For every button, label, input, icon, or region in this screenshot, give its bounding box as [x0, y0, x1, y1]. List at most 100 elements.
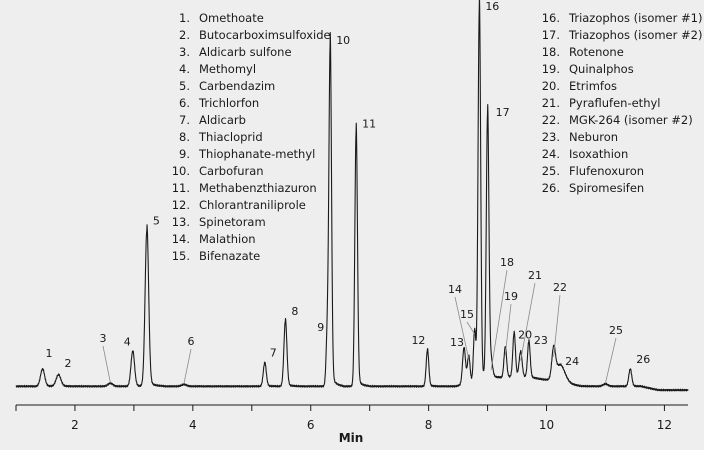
peak-label: 26 — [636, 353, 650, 366]
legend-compound-name: Methabenzthiazuron — [199, 181, 317, 195]
peak-leader-line — [466, 321, 475, 335]
legend-compound-name: Methomyl — [199, 62, 257, 76]
peak-label: 8 — [291, 305, 298, 318]
peak-label: 25 — [609, 324, 623, 337]
peak-label: 13 — [450, 336, 464, 349]
peak-label: 22 — [553, 281, 567, 294]
legend-entry: 7. Aldicarb — [166, 112, 331, 129]
peak-label: 5 — [153, 215, 160, 228]
legend-number: 22. — [541, 113, 560, 127]
legend-number: 12. — [171, 198, 190, 212]
legend-left: 1. Omethoate 2. Butocarboximsulfoxide 3. Aldi… — [166, 10, 331, 265]
legend-entry: 8. Thiacloprid — [166, 129, 331, 146]
legend-number: 18. — [541, 45, 560, 59]
peak-label: 9 — [317, 321, 324, 334]
peak-label: 17 — [496, 106, 510, 119]
legend-entry: 1. Omethoate — [166, 10, 331, 27]
legend-entry: 21. Pyraflufen-ethyl — [536, 95, 702, 112]
legend-entry: 5. Carbendazim — [166, 78, 331, 95]
x-tick-label: 2 — [71, 418, 79, 432]
legend-compound-name: Carbofuran — [199, 164, 264, 178]
legend-compound-name: Omethoate — [199, 11, 264, 25]
legend-number: 10. — [171, 164, 190, 178]
peak-leader-line — [553, 294, 561, 357]
legend-compound-name: Bifenazate — [199, 249, 261, 263]
peak-label: 10 — [336, 34, 350, 47]
chromatogram-trace — [15, 0, 689, 392]
legend-number: 25. — [541, 164, 560, 178]
peak-leader-line — [454, 296, 470, 359]
legend-entry: 16. Triazophos (isomer #1) — [536, 10, 703, 27]
peak-label: 1 — [46, 347, 53, 360]
legend-compound-name: Chlorantraniliprole — [199, 198, 306, 212]
legend-entry: 17. Triazophos (isomer #2) — [536, 27, 703, 44]
x-tick-label: 12 — [657, 418, 672, 432]
legend-compound-name: Spinetoram — [199, 215, 266, 229]
legend-entry: 19. Quinalphos — [536, 61, 702, 78]
legend-entry: 9. Thiophanate-methyl — [166, 146, 331, 163]
legend-compound-name: Carbendazim — [199, 79, 276, 93]
legend-entry: 25. Flufenoxuron — [536, 163, 702, 180]
legend-compound-name: Spiromesifen — [569, 181, 645, 195]
legend-entry: 22. MGK-264 (isomer #2) — [536, 112, 702, 129]
legend-entry: 26. Spiromesifen — [536, 180, 702, 197]
legend-compound-name: Thiacloprid — [199, 130, 263, 144]
peak-label: 20 — [518, 329, 532, 342]
peak-label: 15 — [460, 308, 474, 321]
legend-entry: 20. Etrimfos — [536, 78, 702, 95]
peak-leader-lines — [102, 269, 617, 384]
peak-label: 14 — [448, 283, 462, 296]
peak-label: 12 — [411, 334, 425, 347]
peak-leader-line — [605, 337, 617, 384]
peak-label: 11 — [362, 118, 376, 131]
peak-label: 21 — [528, 269, 542, 282]
legend-number: 13. — [171, 215, 190, 229]
legend-compound-name: Rotenone — [569, 45, 624, 59]
legend-compound-name: Triazophos (isomer #1) — [569, 11, 703, 25]
legend-entry: 23. Neburon — [536, 129, 702, 146]
peak-leader-line — [183, 348, 192, 384]
x-tick-label: 10 — [539, 418, 554, 432]
legend-entry: 11. Methabenzthiazuron — [166, 180, 331, 197]
legend-number: 19. — [541, 62, 560, 76]
legend-entry: 14. Malathion — [166, 231, 331, 248]
legend-entry: 2. Butocarboximsulfoxide — [166, 27, 331, 44]
legend-number: 14. — [171, 232, 190, 246]
legend-number: 11. — [171, 181, 190, 195]
legend-compound-name: Quinalphos — [569, 62, 634, 76]
legend-number: 23. — [541, 130, 560, 144]
x-axis-ticks: 2 4 6 8 10 12 — [15, 405, 672, 432]
legend-entry: 15. Bifenazate — [166, 248, 331, 265]
peak-leader-line — [490, 269, 508, 371]
legend-number: 21. — [541, 96, 560, 110]
legend-compound-name: Butocarboximsulfoxide — [199, 28, 331, 42]
legend-compound-name: Malathion — [199, 232, 256, 246]
legend-number: 4. — [179, 62, 190, 76]
x-axis-title: Min — [339, 431, 364, 445]
legend-number: 24. — [541, 147, 560, 161]
legend-number: 15. — [171, 249, 190, 263]
peak-label: 3 — [100, 332, 107, 345]
peak-leader-line — [102, 345, 111, 383]
legend-compound-name: Thiophanate-methyl — [199, 147, 316, 161]
legend-compound-name: Triazophos (isomer #2) — [569, 28, 703, 42]
legend-entry: 18. Rotenone — [536, 44, 702, 61]
legend-number: 16. — [541, 11, 560, 25]
legend-number: 20. — [541, 79, 560, 93]
x-tick-label: 4 — [189, 418, 197, 432]
x-tick-label: 6 — [307, 418, 315, 432]
legend-number: 3. — [179, 45, 190, 59]
peak-label: 18 — [500, 256, 514, 269]
legend-entry: 3. Aldicarb sulfone — [166, 44, 331, 61]
legend-number: 6. — [179, 96, 190, 110]
legend-compound-name: Aldicarb sulfone — [199, 45, 292, 59]
peak-label: 23 — [534, 334, 548, 347]
peak-label: 6 — [188, 335, 195, 348]
peak-label: 4 — [124, 335, 131, 348]
legend-number: 1. — [179, 11, 190, 25]
legend-number: 9. — [179, 147, 190, 161]
legend-compound-name: Aldicarb — [199, 113, 246, 127]
legend-compound-name: Isoxathion — [569, 147, 629, 161]
legend-compound-name: Flufenoxuron — [569, 164, 645, 178]
